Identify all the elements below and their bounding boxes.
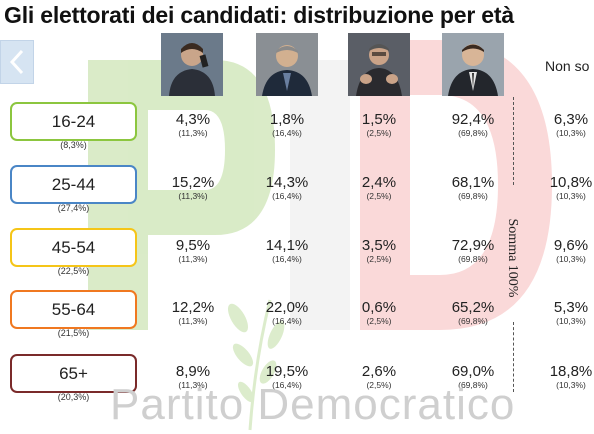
age-group-box: 16-24 — [10, 102, 137, 141]
value-main: 3,5% — [361, 237, 397, 254]
value-cell: 15,2% (11,3%) — [158, 175, 228, 201]
value-reference: (10,3%) — [556, 191, 586, 201]
value-reference: (2,5%) — [366, 254, 392, 264]
value-main: 12,2% — [171, 299, 215, 316]
value-main: 5,3% — [553, 299, 589, 316]
age-group-share: (21,5%) — [57, 328, 90, 338]
value-cell: 2,4% (2,5%) — [344, 175, 414, 201]
value-reference: (16,4%) — [272, 380, 302, 390]
prev-button[interactable] — [0, 40, 34, 84]
age-group-share: (20,3%) — [57, 392, 90, 402]
value-cell: 5,3% (10,3%) — [536, 300, 594, 326]
chevron-left-icon — [9, 49, 24, 75]
value-cell: 1,8% (16,4%) — [252, 112, 322, 138]
value-main: 72,9% — [451, 237, 495, 254]
non-so-column-header: Non so — [545, 58, 590, 74]
value-main: 18,8% — [549, 363, 593, 380]
value-main: 14,1% — [265, 237, 309, 254]
brand-watermark-text: Partito Democratico — [110, 380, 516, 429]
value-cell: 0,6% (2,5%) — [344, 300, 414, 326]
value-cell: 19,5% (16,4%) — [252, 364, 322, 390]
value-cell: 14,1% (16,4%) — [252, 238, 322, 264]
candidate-3-photo — [348, 33, 410, 96]
age-group-share: (22,5%) — [57, 266, 90, 276]
value-reference: (11,3%) — [178, 254, 208, 264]
somma-dash-top — [513, 97, 514, 185]
candidate-1-photo — [161, 33, 223, 96]
age-group-share: (8,3%) — [60, 140, 87, 150]
value-main: 0,6% — [361, 299, 397, 316]
value-reference: (2,5%) — [366, 191, 392, 201]
value-cell: 92,4% (69,8%) — [438, 112, 508, 138]
candidate-2-photo — [256, 33, 318, 96]
value-reference: (11,3%) — [178, 191, 208, 201]
value-main: 69,0% — [451, 363, 495, 380]
value-reference: (69,8%) — [458, 128, 488, 138]
age-group-box: 25-44 — [10, 165, 137, 204]
value-reference: (69,8%) — [458, 316, 488, 326]
value-main: 65,2% — [451, 299, 495, 316]
value-cell: 9,6% (10,3%) — [536, 238, 594, 264]
page-title: Gli elettorati dei candidati: distribuzi… — [4, 2, 514, 28]
value-main: 10,8% — [549, 174, 593, 191]
age-group-box: 55-64 — [10, 290, 137, 329]
value-cell: 14,3% (16,4%) — [252, 175, 322, 201]
value-reference: (69,8%) — [458, 191, 488, 201]
value-cell: 9,5% (11,3%) — [158, 238, 228, 264]
value-cell: 2,6% (2,5%) — [344, 364, 414, 390]
value-cell: 68,1% (69,8%) — [438, 175, 508, 201]
value-main: 9,6% — [553, 237, 589, 254]
value-reference: (16,4%) — [272, 191, 302, 201]
value-reference: (2,5%) — [366, 128, 392, 138]
value-reference: (69,8%) — [458, 254, 488, 264]
value-reference: (16,4%) — [272, 316, 302, 326]
value-cell: 4,3% (11,3%) — [158, 112, 228, 138]
value-cell: 69,0% (69,8%) — [438, 364, 508, 390]
value-reference: (69,8%) — [458, 380, 488, 390]
value-reference: (10,3%) — [556, 380, 586, 390]
age-group-share: (27,4%) — [57, 203, 90, 213]
value-main: 15,2% — [171, 174, 215, 191]
value-reference: (16,4%) — [272, 128, 302, 138]
value-main: 9,5% — [175, 237, 211, 254]
value-main: 2,4% — [361, 174, 397, 191]
value-main: 1,8% — [269, 111, 305, 128]
value-reference: (10,3%) — [556, 316, 586, 326]
value-cell: 6,3% (10,3%) — [536, 112, 594, 138]
value-main: 1,5% — [361, 111, 397, 128]
value-reference: (11,3%) — [178, 128, 208, 138]
somma-label: Somma 100% — [505, 218, 520, 298]
value-cell: 18,8% (10,3%) — [536, 364, 594, 390]
value-reference: (2,5%) — [366, 316, 392, 326]
value-reference: (10,3%) — [556, 254, 586, 264]
value-reference: (16,4%) — [272, 254, 302, 264]
value-reference: (2,5%) — [366, 380, 392, 390]
value-main: 14,3% — [265, 174, 309, 191]
age-group-box: 45-54 — [10, 228, 137, 267]
somma-dash-bottom — [513, 322, 514, 392]
value-cell: 8,9% (11,3%) — [158, 364, 228, 390]
value-cell: 3,5% (2,5%) — [344, 238, 414, 264]
age-group-box: 65+ — [10, 354, 137, 393]
value-main: 92,4% — [451, 111, 495, 128]
value-main: 2,6% — [361, 363, 397, 380]
value-cell: 12,2% (11,3%) — [158, 300, 228, 326]
value-cell: 1,5% (2,5%) — [344, 112, 414, 138]
value-main: 6,3% — [553, 111, 589, 128]
value-cell: 65,2% (69,8%) — [438, 300, 508, 326]
value-cell: 72,9% (69,8%) — [438, 238, 508, 264]
value-main: 19,5% — [265, 363, 309, 380]
value-reference: (10,3%) — [556, 128, 586, 138]
value-reference: (11,3%) — [178, 316, 208, 326]
value-main: 4,3% — [175, 111, 211, 128]
value-cell: 10,8% (10,3%) — [536, 175, 594, 201]
value-cell: 22,0% (16,4%) — [252, 300, 322, 326]
value-reference: (11,3%) — [178, 380, 208, 390]
value-main: 68,1% — [451, 174, 495, 191]
value-main: 22,0% — [265, 299, 309, 316]
value-main: 8,9% — [175, 363, 211, 380]
candidate-4-photo — [442, 33, 504, 96]
